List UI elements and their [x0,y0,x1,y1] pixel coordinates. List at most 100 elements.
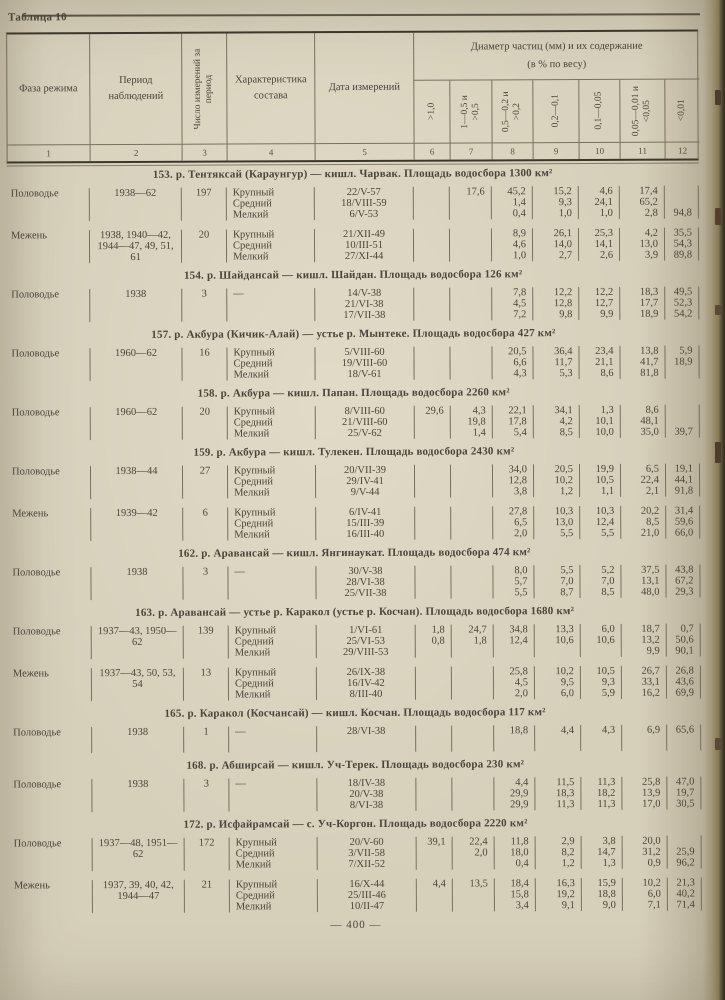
diameter-value: 2,0 [514,528,528,540]
diameter-value [416,647,451,658]
date-line: 1/VI-61 [349,624,383,637]
diameter-value: 96,2 [676,857,695,869]
cell-diameter-2 [449,346,492,380]
diameter-value [417,890,452,901]
diameter-value: 9,5 [560,677,574,689]
table-row: Половодье 1938 3 — 30/V-38 28/VI-38 25/VII… [8,562,701,602]
diameter-value: 1,0 [599,207,613,219]
diameter-value: 25,9 [676,846,695,858]
diameter-value: 9,3 [558,197,572,209]
diameter-value: 9,0 [602,899,616,911]
diameter-value: 4,6 [512,239,527,251]
diameter-value: 21,1 [595,356,614,368]
cell-diameter-6: 10,2 6,0 7,1 [621,877,667,911]
diameter-value: 17,7 [639,297,659,309]
diameter-value: 4,5 [514,677,528,689]
cell-phase: Половодье [10,188,59,200]
cell-period: 1938 [91,778,184,813]
cell-diameter-1 [412,186,449,220]
cell-diameter-6: 26,7 33,1 16,2 [620,665,666,699]
book-edge [703,0,725,1000]
cell-diameter-3: 25,8 4,5 2,0 [492,666,534,700]
date-line: 18/V-61 [347,368,382,381]
diameter-value: 4,4 [560,725,575,737]
diameter-value [666,367,699,378]
diameter-value: 1,4 [512,197,526,209]
date-line: 20/VII-39 [343,464,387,477]
date-line: 16/III-40 [346,528,385,541]
diameter-value: 10,6 [596,634,615,646]
section-title: 154. р. Шайдансай — кишл. Шайдан. Площад… [183,268,523,282]
diameter-value: 39,1 [427,836,446,848]
diameter-value: 11,5 [556,777,575,789]
diameter-value [415,358,450,369]
diameter-value: 9,9 [646,645,660,657]
cell-diameter-7: 5,9 18,9 [664,345,700,379]
diameter-value [416,778,451,789]
rotated-label: <0,01 [676,99,687,122]
diameter-value: 13,3 [555,624,574,636]
diameter-value [450,298,491,309]
diameter-value [414,198,449,209]
diameter-value: 30,5 [676,798,695,810]
river-section: 159. р. Акбура — кишл. Тулекен. Площадь … [8,444,701,543]
diameter-value: 3,8 [602,835,616,847]
diameter-value: 18,2 [597,787,616,799]
diameter-value [417,901,452,912]
edge-mark [715,738,721,750]
diameter-value: 8,5 [646,516,660,528]
cell-diameter-5: 11,3 18,2 11,3 [580,776,622,811]
header-diameter-group: Диаметр частиц (мм) и их содержание (в %… [413,31,700,81]
header-phase: Фаза режима [19,83,78,95]
cell-diameter-2: 4,3 19,8 1,4 [449,405,492,439]
diameter-value: 5,9 [679,345,693,357]
cell-composition: — [226,288,315,322]
diameter-value: 44,1 [674,474,694,486]
diameter-value: 20,2 [640,505,660,517]
cell-diameter-4: 11,5 18,3 11,3 [534,777,581,811]
diameter-value: 13,2 [641,634,660,646]
section-groups: Половодье 1937—43, 1950—62 139 Крупный Ср… [9,621,701,703]
cell-diameter-1 [415,725,452,752]
cell-composition: Крупный Средний Мелкий [227,507,316,541]
cell-count: 139 [182,625,228,659]
composition-line: Средний [234,636,274,648]
diameter-value: 22,1 [508,405,527,417]
cell-count: 20 [181,406,227,440]
diameter-value: 11,7 [554,357,573,369]
diameter-value: 4,6 [599,185,613,197]
diameter-value: 5,7 [514,576,528,588]
diameter-value [416,588,451,599]
cell-diameter-5: 23,4 21,1 8,6 [578,345,620,380]
cell-diameter-4: 4,4 [534,725,581,752]
date-line: 14/V-38 [347,287,382,300]
diameter-value: 11,3 [597,798,616,810]
diameter-value [665,196,698,207]
composition-line [228,577,315,588]
table-row: Половодье 1938 3 — 18/IV-38 20/V-38 8/VI-3… [9,774,702,814]
diameter-value [416,726,451,737]
cell-period: 1937—48, 1951—62 [91,837,184,872]
cell-phase: Половодье [13,727,61,739]
cell-phase: Половодье [12,567,61,579]
cell-diameter-7: 25,9 96,2 [666,835,702,869]
diameter-value: 43,8 [675,564,694,576]
diameter-value: 66,0 [674,527,694,539]
cell-diameter-3: 27,8 6,5 2,0 [492,506,534,540]
sections: 153. р. Тентяксай (Караунгур) — кишл. Ча… [7,166,702,915]
cell-period: 1938, 1940—42, 1944—47, 49, 51, 61 [88,229,182,264]
composition-line: Средний [232,198,272,210]
column-number: 7 [449,142,492,160]
section-groups: Половодье 1938—62 197 Крупный Средний Мелк… [7,183,700,265]
date-line: 8/VI-38 [349,799,384,812]
diameter-value: 1,8 [473,635,487,647]
diameter-value [666,404,699,415]
diameter-value: 12,4 [509,635,528,647]
composition-line: — [235,726,246,738]
diameter-value [452,587,493,598]
cell-composition: — [228,726,317,753]
section-title: 172. р. Исфайрамсай — с. Уч-Коргон. Площ… [183,817,528,831]
section-title: 165. р. Каракол (Косчансай) — кишл. Косч… [164,706,546,720]
diameter-value: 2,1 [645,485,660,497]
diameter-value: 34,8 [509,624,528,636]
